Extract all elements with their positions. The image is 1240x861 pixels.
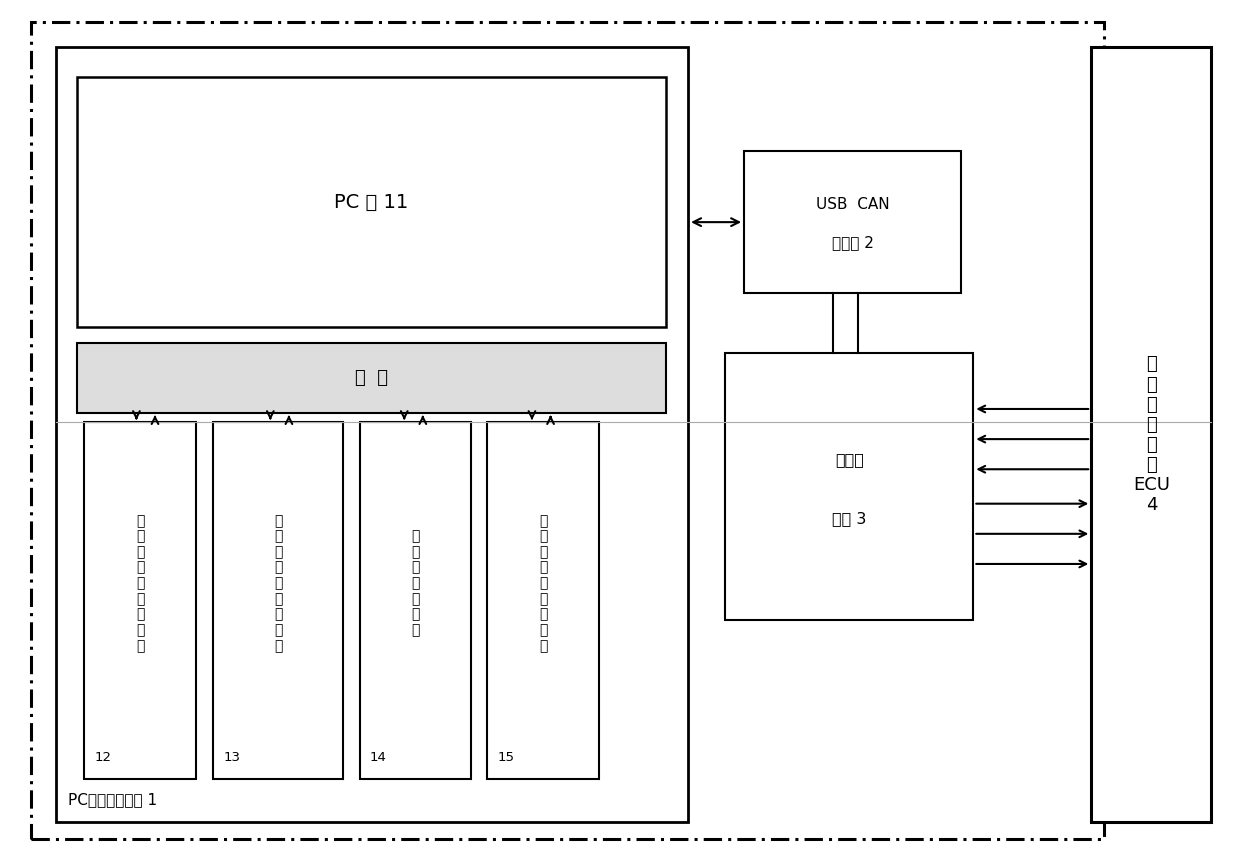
Bar [487, 422, 599, 779]
Bar [213, 422, 343, 779]
Text: 故
障
诊
断
及
显
示
模
块: 故 障 诊 断 及 显 示 模 块 [539, 514, 547, 653]
Text: 总  线: 总 线 [355, 369, 388, 387]
Text: 12: 12 [94, 751, 112, 764]
Text: 仿真控: 仿真控 [835, 452, 864, 468]
Text: 制器 3: 制器 3 [832, 511, 867, 526]
Text: 14: 14 [370, 751, 387, 764]
Text: USB  CAN: USB CAN [816, 197, 889, 212]
Bar [360, 422, 471, 779]
Text: PC 机 11: PC 机 11 [335, 193, 408, 212]
Bar [744, 151, 961, 293]
Text: 转换器 2: 转换器 2 [832, 236, 873, 251]
Text: PC机及控制系统 1: PC机及控制系统 1 [68, 792, 157, 807]
Bar [56, 47, 688, 822]
Text: 待
检
电
控
单
元
ECU
4: 待 检 电 控 单 元 ECU 4 [1133, 356, 1169, 514]
Bar [77, 77, 666, 327]
Text: 13: 13 [223, 751, 241, 764]
Text: 标
准
数
据
库
模
块: 标 准 数 据 库 模 块 [412, 530, 419, 637]
Text: 15: 15 [497, 751, 515, 764]
Bar [725, 353, 973, 620]
Bar [1091, 47, 1211, 822]
Text: 监
控
及
人
机
交
互
模
块: 监 控 及 人 机 交 互 模 块 [136, 514, 144, 653]
Bar [31, 22, 1104, 839]
Text: 发
动
机
仿
真
模
型
模
块: 发 动 机 仿 真 模 型 模 块 [274, 514, 283, 653]
Bar [84, 422, 196, 779]
Bar [77, 343, 666, 413]
